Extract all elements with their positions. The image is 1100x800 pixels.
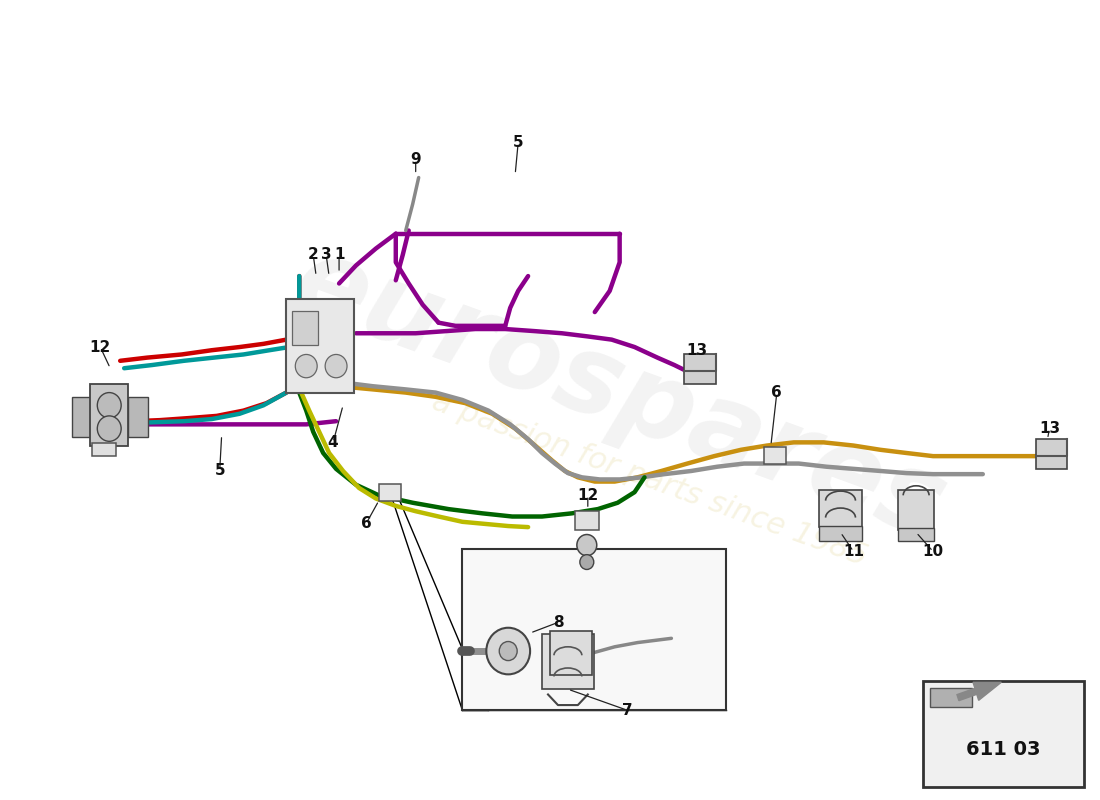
Text: 5: 5 [513,135,524,150]
Text: eurospares: eurospares [279,228,960,562]
Circle shape [486,628,530,674]
Bar [899,490,934,530]
Text: 6: 6 [771,385,782,400]
Text: 8: 8 [552,615,563,630]
Bar [575,511,598,530]
Text: 13: 13 [686,342,707,358]
Bar [73,397,92,437]
Text: 1: 1 [333,247,344,262]
Text: 13: 13 [1038,421,1060,436]
Circle shape [97,393,121,418]
Text: 7: 7 [623,703,632,718]
Text: 6: 6 [361,517,372,531]
Bar [128,397,148,437]
Bar [462,550,726,710]
Circle shape [295,354,317,378]
Bar [92,443,117,456]
Circle shape [326,354,346,378]
Bar [818,526,862,541]
Bar [286,299,354,393]
Text: 11: 11 [843,544,864,559]
Bar [684,354,716,384]
Text: 2: 2 [308,247,319,262]
Text: 611 03: 611 03 [967,740,1041,759]
Bar [550,631,592,675]
Circle shape [499,642,517,661]
Bar [542,634,594,689]
Text: 3: 3 [321,247,331,262]
Text: 12: 12 [90,339,111,354]
Bar [818,490,862,527]
Circle shape [580,554,594,570]
Bar [378,484,400,501]
Circle shape [576,534,597,556]
Circle shape [97,416,121,442]
Text: a passion for parts since 1985: a passion for parts since 1985 [428,387,871,572]
Bar [931,688,972,707]
Bar [899,528,934,541]
FancyArrow shape [957,682,1001,701]
Text: 12: 12 [578,488,598,503]
Text: 4: 4 [328,435,339,450]
Text: 5: 5 [214,463,225,478]
Bar [763,446,785,463]
Bar [293,311,318,345]
Text: 9: 9 [410,152,421,167]
Text: 10: 10 [923,544,944,559]
Bar [1035,439,1067,469]
Bar [923,681,1085,786]
Bar [90,384,128,446]
